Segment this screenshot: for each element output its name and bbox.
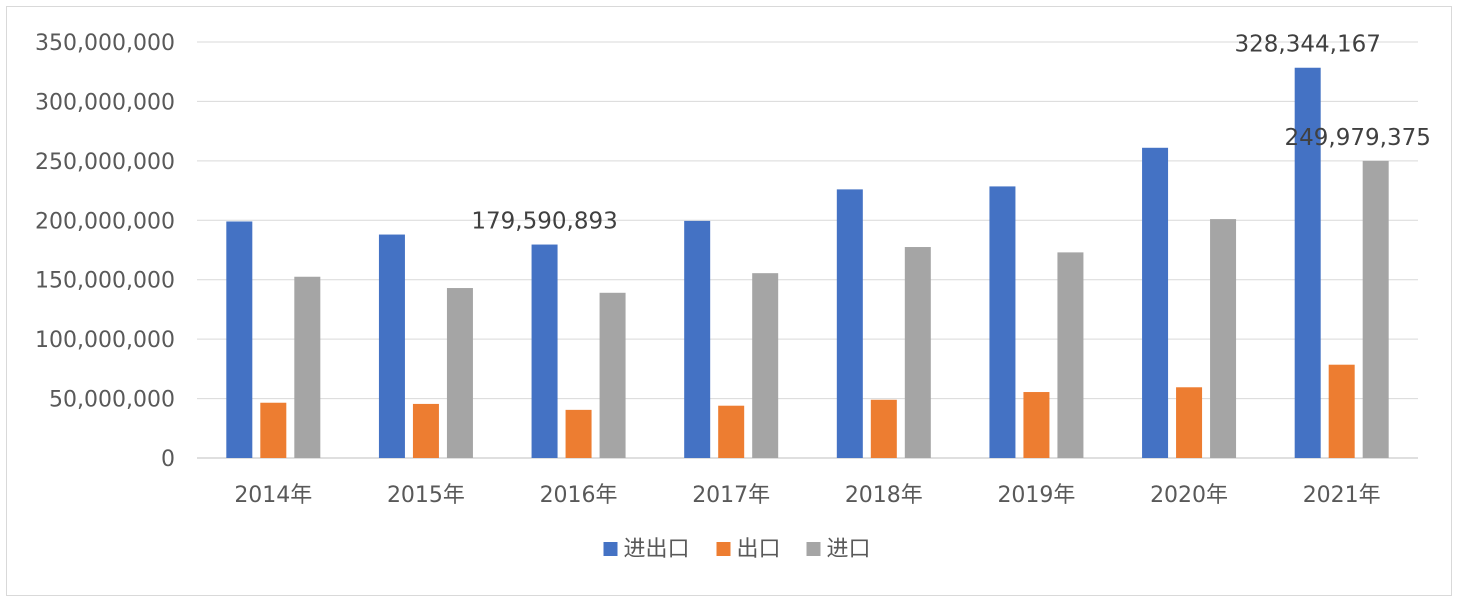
x-axis-ticks: 2014年 2015年 2016年 2017年 2018年 2019年 2020年 2021年 xyxy=(234,483,1380,508)
legend-swatch xyxy=(603,542,618,556)
x-tick-label: 2021年 xyxy=(1303,483,1381,508)
data-label: 179,590,893 xyxy=(471,209,617,235)
data-labels: 179,590,893 328,344,167 249,979,375 xyxy=(471,32,1430,235)
bars xyxy=(226,67,1389,459)
legend-label: 进出口 xyxy=(624,537,690,562)
bar-export xyxy=(412,403,439,458)
bar-import xyxy=(1362,160,1389,458)
data-label: 328,344,167 xyxy=(1235,32,1381,58)
legend-swatch xyxy=(806,542,821,556)
y-tick-label: 200,000,000 xyxy=(35,209,175,234)
y-tick-label: 250,000,000 xyxy=(35,150,175,175)
bar-total xyxy=(836,189,863,458)
bar-total xyxy=(989,186,1016,458)
y-tick-label: 50,000,000 xyxy=(49,388,175,413)
bar-export xyxy=(565,409,592,458)
bar-export xyxy=(870,399,897,458)
bar-total xyxy=(226,221,253,458)
x-tick-label: 2015年 xyxy=(387,483,465,508)
legend-label: 出口 xyxy=(737,537,781,562)
y-tick-label: 300,000,000 xyxy=(35,90,175,115)
bar-import xyxy=(294,276,321,458)
bar-import xyxy=(752,273,779,458)
bar-total xyxy=(1294,67,1321,458)
bar-export xyxy=(718,405,745,458)
bar-total xyxy=(378,234,405,458)
y-axis-ticks: 0 50,000,000 100,000,000 150,000,000 200,000… xyxy=(35,31,175,472)
y-tick-label: 100,000,000 xyxy=(35,328,175,353)
bar-total xyxy=(531,244,558,458)
x-tick-label: 2016年 xyxy=(540,483,618,508)
x-tick-label: 2018年 xyxy=(845,483,923,508)
bar-export xyxy=(1176,387,1203,458)
bar-import xyxy=(1057,252,1084,458)
bar-import xyxy=(599,292,626,458)
bar-import xyxy=(1210,219,1237,458)
bar-import xyxy=(446,288,473,458)
bar-export xyxy=(260,402,287,458)
legend-swatch xyxy=(716,542,731,556)
y-tick-label: 350,000,000 xyxy=(35,31,175,56)
x-tick-label: 2017年 xyxy=(692,483,770,508)
y-tick-label: 0 xyxy=(161,447,175,472)
bar-total xyxy=(1142,147,1169,459)
bar-total xyxy=(684,220,711,458)
legend: 进出口 出口 进口 xyxy=(603,537,871,562)
bar-export xyxy=(1023,392,1050,458)
y-tick-label: 150,000,000 xyxy=(35,269,175,294)
bar-export xyxy=(1328,364,1355,458)
x-tick-label: 2020年 xyxy=(1150,483,1228,508)
data-label: 249,979,375 xyxy=(1285,125,1431,151)
x-tick-label: 2019年 xyxy=(997,483,1075,508)
x-tick-label: 2014年 xyxy=(234,483,312,508)
bar-import xyxy=(904,247,931,458)
legend-label: 进口 xyxy=(827,537,871,562)
